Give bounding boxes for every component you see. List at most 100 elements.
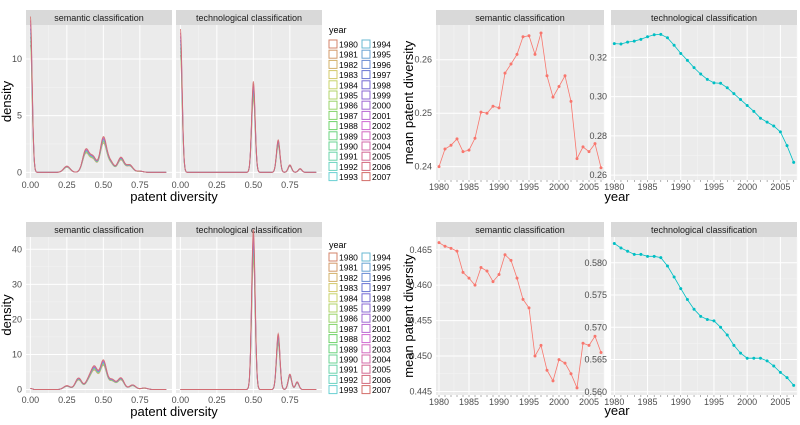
legend-key xyxy=(329,335,337,343)
legend-key xyxy=(362,273,370,281)
data-point xyxy=(732,344,735,347)
legend-label: 2004 xyxy=(372,355,391,365)
data-point xyxy=(779,130,782,133)
data-point xyxy=(613,42,616,45)
legend-label: 1995 xyxy=(372,50,391,60)
legend-label: 2002 xyxy=(372,121,391,131)
y-tick-label: 0.445 xyxy=(409,386,432,396)
legend-key xyxy=(362,81,370,89)
data-point xyxy=(706,318,709,321)
legend-label: 1985 xyxy=(339,304,358,314)
x-tick-label: 0.50 xyxy=(245,395,263,405)
data-point xyxy=(528,34,531,37)
data-point xyxy=(619,43,622,46)
data-point xyxy=(462,271,465,274)
data-point xyxy=(626,250,629,253)
data-point xyxy=(492,280,495,283)
legend-label: 1984 xyxy=(339,293,358,303)
y-tick-label: 10 xyxy=(12,54,22,64)
data-point xyxy=(666,36,669,39)
legend-key xyxy=(329,375,337,383)
facet-label: technological classification xyxy=(651,13,757,23)
x-tick-label: 1985 xyxy=(459,397,479,407)
x-tick-label: 2000 xyxy=(549,397,569,407)
legend-key xyxy=(329,122,337,130)
legend-key xyxy=(329,142,337,150)
legend-label: 1980 xyxy=(339,253,358,263)
y-tick-label: 30 xyxy=(12,279,22,289)
facet-label: semantic classification xyxy=(475,225,565,235)
data-point xyxy=(772,125,775,128)
legend-key xyxy=(362,60,370,68)
legend-key xyxy=(362,173,370,181)
data-point xyxy=(759,117,762,120)
legend-label: 1988 xyxy=(339,121,358,131)
data-point xyxy=(540,32,543,35)
data-point xyxy=(588,344,591,347)
legend-label: 1984 xyxy=(339,80,358,90)
data-point xyxy=(438,241,441,244)
legend-label: 1996 xyxy=(372,273,391,283)
legend-key xyxy=(362,324,370,332)
legend-label: 2004 xyxy=(372,142,391,152)
legend-label: 1985 xyxy=(339,91,358,101)
data-point xyxy=(719,82,722,85)
data-point xyxy=(546,74,549,77)
data-point xyxy=(792,161,795,164)
y-tick-label: 0.565 xyxy=(584,355,607,365)
y-tick-label: 0 xyxy=(17,384,22,394)
legend-label: 1990 xyxy=(339,142,358,152)
data-point xyxy=(673,275,676,278)
data-point xyxy=(564,74,567,77)
panel-background xyxy=(611,25,797,180)
facet-label: semantic classification xyxy=(54,13,144,23)
legend-label: 2006 xyxy=(372,162,391,172)
x-tick-label: 0.75 xyxy=(281,180,299,190)
y-tick-label: 0.560 xyxy=(584,387,607,397)
data-point xyxy=(504,72,507,75)
legend-label: 1993 xyxy=(339,385,358,395)
y-axis-title: density xyxy=(0,294,14,336)
data-point xyxy=(456,250,459,253)
x-axis-title: patent diversity xyxy=(130,189,218,204)
data-point xyxy=(480,111,483,114)
data-point xyxy=(679,52,682,55)
x-axis-title: year xyxy=(604,403,630,418)
data-point xyxy=(646,255,649,258)
legend-key xyxy=(329,253,337,261)
legend-key xyxy=(362,253,370,261)
legend-label: 1986 xyxy=(339,101,358,111)
legend-title: year xyxy=(329,240,347,250)
data-point xyxy=(792,384,795,387)
legend-key xyxy=(329,355,337,363)
legend-label: 2003 xyxy=(372,344,391,354)
x-tick-label: 2005 xyxy=(770,182,790,192)
y-tick-label: 0.580 xyxy=(584,258,607,268)
data-point xyxy=(719,326,722,329)
data-point xyxy=(779,371,782,374)
data-point xyxy=(486,270,489,273)
legend-label: 1982 xyxy=(339,273,358,283)
legend-label: 1999 xyxy=(372,91,391,101)
legend-key xyxy=(362,386,370,394)
legend-label: 1997 xyxy=(372,70,391,80)
legend-label: 1987 xyxy=(339,111,358,121)
legend-label: 2007 xyxy=(372,172,391,182)
data-point xyxy=(540,344,543,347)
data-point xyxy=(786,376,789,379)
data-point xyxy=(786,144,789,147)
x-tick-label: 0.50 xyxy=(245,180,263,190)
y-tick-label: 0.575 xyxy=(584,290,607,300)
data-point xyxy=(699,73,702,76)
data-point xyxy=(699,315,702,318)
y-tick-label: 40 xyxy=(12,244,22,254)
data-point xyxy=(570,372,573,375)
legend-key xyxy=(329,284,337,292)
facet-label: technological classification xyxy=(196,225,302,235)
x-tick-label: 2005 xyxy=(770,397,790,407)
data-point xyxy=(639,38,642,41)
legend-label: 2005 xyxy=(372,152,391,162)
data-point xyxy=(582,342,585,345)
panel-background xyxy=(611,237,797,395)
